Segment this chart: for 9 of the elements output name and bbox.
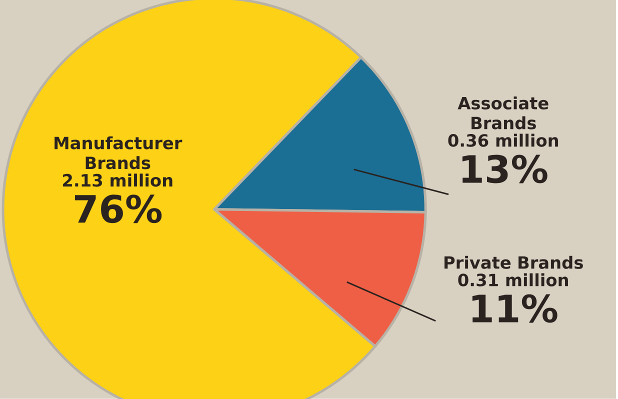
slice-label: Private Brands [444,256,583,270]
data-label: 76% [74,194,162,224]
slice-label: Associate Brands [458,96,548,130]
text: 0.31 million [458,273,568,287]
data-label: 13% [462,154,548,184]
text: 2.13 million [63,174,172,187]
slice-label: Manufacturer Brands [54,136,182,170]
data-label: 11% [472,294,558,323]
text: 0.36 million [448,134,558,147]
